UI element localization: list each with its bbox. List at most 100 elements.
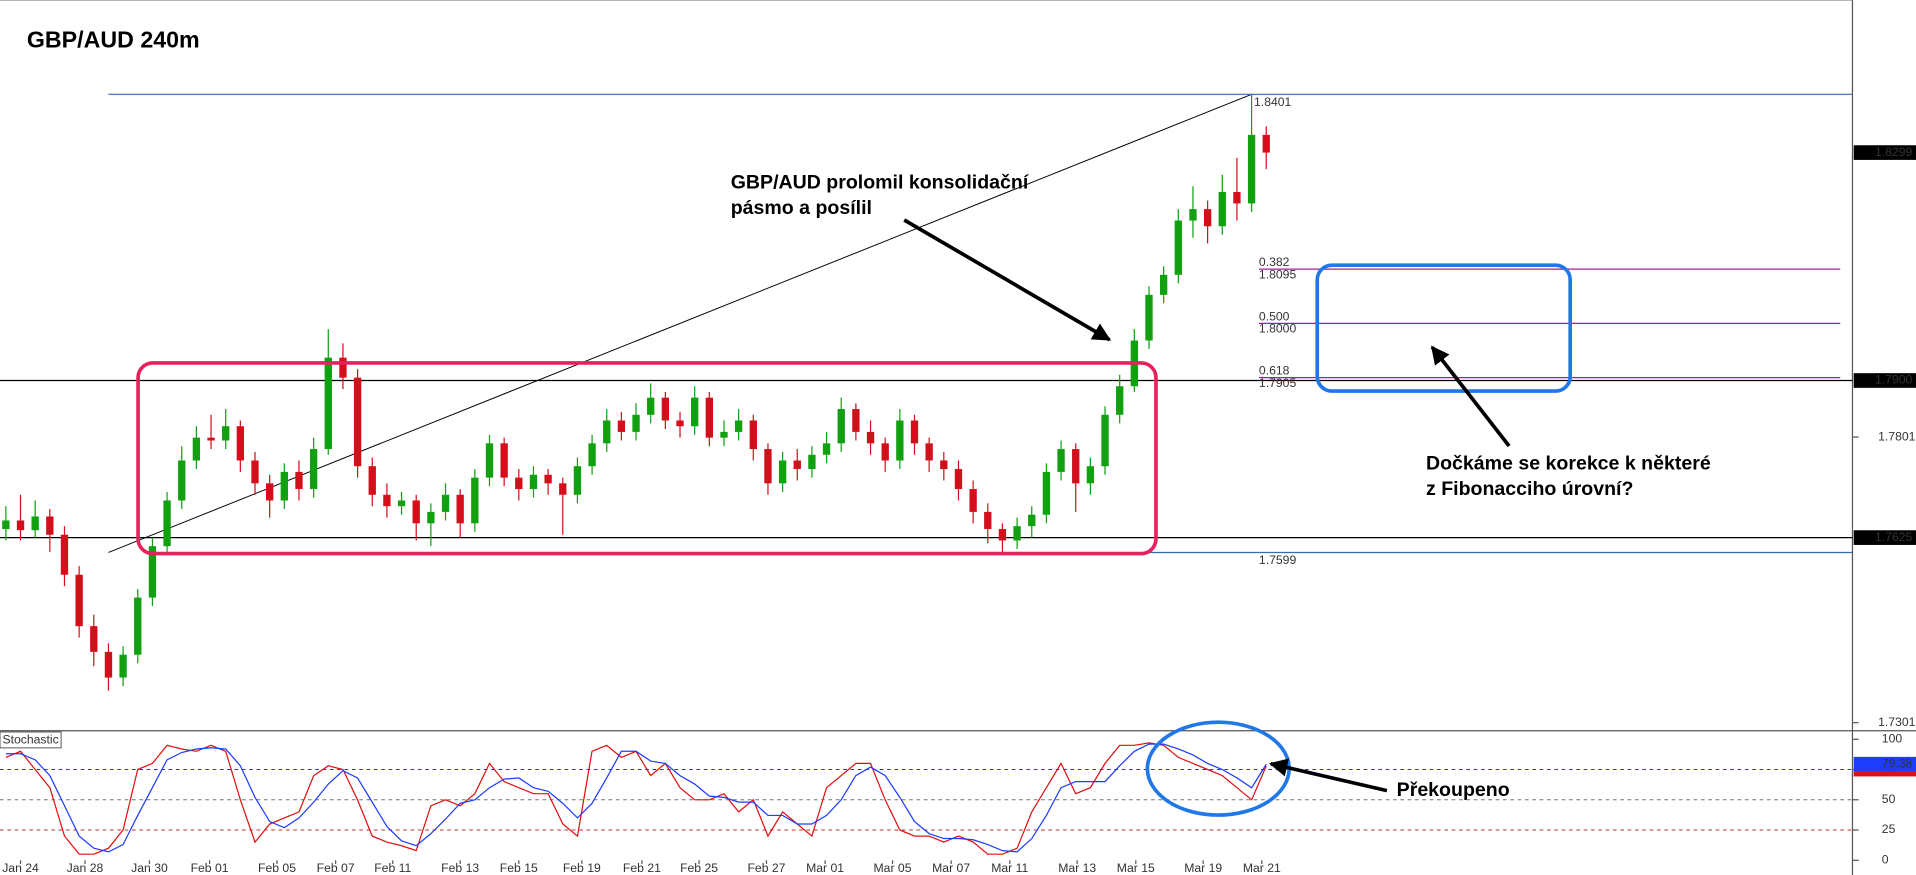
candle-body <box>485 443 494 478</box>
x-tick-label: Mar 13 <box>1058 861 1096 875</box>
x-tick-label: Feb 19 <box>563 861 601 875</box>
candle-body <box>1072 449 1080 484</box>
x-tick-label: Mar 01 <box>806 861 844 875</box>
candle-body <box>720 431 728 438</box>
last-value-box <box>1853 756 1916 772</box>
annotation: Dočkáme se korekce k některé <box>1426 453 1711 475</box>
candle-body <box>1203 209 1212 227</box>
candle-body <box>1057 449 1065 472</box>
candle-body <box>588 443 596 467</box>
candle-body <box>1101 414 1109 467</box>
candle-body <box>896 420 904 461</box>
candle-body <box>793 460 801 470</box>
last-price-label: 1.8299 <box>1875 145 1913 159</box>
indicator-title: Stochastic <box>2 733 58 747</box>
candle-body <box>808 454 816 470</box>
annotation: Překoupeno <box>1397 779 1510 801</box>
candle-body <box>1013 526 1021 541</box>
candle-body <box>529 474 538 490</box>
annotation: z Fibonacciho úrovní? <box>1426 478 1633 500</box>
candle-body <box>1189 209 1197 221</box>
candle-body <box>998 529 1007 541</box>
candle-body <box>954 469 963 490</box>
candle-body <box>1116 386 1124 415</box>
y-tick-label: 1.7301 <box>1878 715 1916 729</box>
candle-body <box>573 466 582 495</box>
consolidation-box <box>136 361 1158 556</box>
candle-body <box>984 511 992 530</box>
fib-price-label: 1.8095 <box>1259 267 1297 281</box>
x-tick-label: Jan 28 <box>67 861 104 875</box>
stochastic-line <box>5 743 1267 853</box>
y-tick-label: 50 <box>1882 792 1896 806</box>
candle-body <box>427 511 435 524</box>
candle-body <box>559 483 567 495</box>
candle-body <box>500 443 508 478</box>
candle-body <box>925 443 933 461</box>
x-tick-label: Feb 25 <box>680 861 718 875</box>
x-tick-label: Feb 01 <box>191 861 229 875</box>
candle-body <box>1028 514 1036 527</box>
fibonacci-zone-box <box>1315 263 1573 393</box>
chart-title: GBP/AUD 240m <box>27 27 200 53</box>
candle-body <box>90 626 98 652</box>
price-line-label: 1.7900 <box>1875 373 1913 387</box>
candle-body <box>104 651 113 678</box>
candle-body <box>163 500 171 547</box>
x-tick-label: Mar 05 <box>874 861 912 875</box>
last-price-box <box>1853 145 1916 160</box>
arrow <box>903 218 1112 342</box>
candle-body <box>940 460 948 470</box>
candle-body <box>178 460 186 501</box>
candle-body <box>16 520 25 531</box>
fib-ratio-label: 0.382 <box>1259 255 1290 269</box>
candle-body <box>324 357 332 450</box>
candle-body <box>691 397 699 427</box>
candle-body <box>632 414 640 432</box>
candle-body <box>119 654 127 678</box>
x-tick-label: Jan 24 <box>2 861 39 875</box>
x-tick-label: Feb 21 <box>623 861 661 875</box>
candle-body <box>295 471 303 490</box>
candle-body <box>1262 134 1270 153</box>
candle-body <box>192 437 201 461</box>
candle-body <box>969 489 977 512</box>
x-tick-label: Mar 07 <box>932 861 970 875</box>
candle-body <box>778 460 787 484</box>
price-line-box <box>1853 373 1916 388</box>
y-tick-label: 25 <box>1882 822 1896 836</box>
candle-body <box>1145 294 1153 341</box>
candle-body <box>661 397 670 421</box>
candle-body <box>749 420 757 450</box>
candle-body <box>1159 274 1168 295</box>
candle-body <box>31 516 39 531</box>
candle-body <box>280 471 288 501</box>
candle-body <box>441 494 450 512</box>
price-line-box <box>1853 530 1916 545</box>
candle-body <box>60 534 69 575</box>
indicator-label-box <box>0 731 62 749</box>
candle-body <box>837 409 845 444</box>
candle-body <box>1086 466 1095 484</box>
x-tick-label: Jan 30 <box>131 861 168 875</box>
candle-body <box>515 477 523 490</box>
candle-body <box>1042 471 1051 515</box>
candle-body <box>822 443 831 455</box>
candle-body <box>764 449 772 484</box>
candle-body <box>222 426 230 441</box>
candle-body <box>705 397 713 438</box>
candle-body <box>617 420 626 432</box>
candle-body <box>544 474 552 484</box>
candle-body <box>397 500 406 507</box>
candle-body <box>75 574 83 627</box>
arrow <box>1430 345 1511 448</box>
y-tick-label: 1.7801 <box>1878 429 1916 443</box>
candle-body <box>368 466 376 495</box>
candle-body <box>2 520 10 530</box>
candle-body <box>1247 134 1256 204</box>
candle-body <box>1174 220 1182 275</box>
y-tick-label: 0 <box>1882 853 1889 867</box>
candle-body <box>647 397 655 415</box>
x-tick-label: Feb 11 <box>374 861 411 875</box>
